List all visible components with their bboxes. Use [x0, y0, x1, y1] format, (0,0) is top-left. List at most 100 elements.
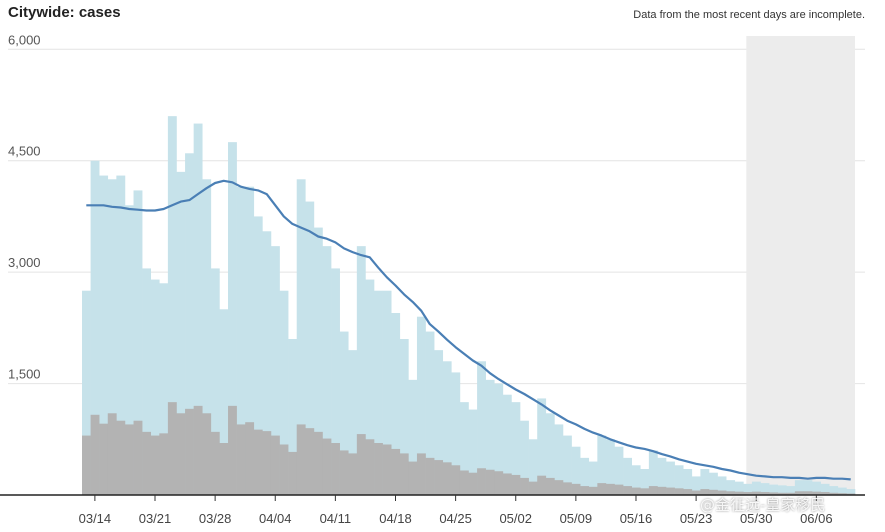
- bar-subset: [374, 443, 383, 495]
- bar-subset: [477, 468, 486, 495]
- bar-total: [537, 398, 547, 495]
- bar-total: [700, 469, 710, 495]
- bar-subset: [107, 413, 117, 495]
- y-tick-label: 1,500: [8, 367, 41, 382]
- bar-subset: [648, 486, 658, 495]
- bar-subset: [416, 453, 426, 495]
- bar-subset: [794, 491, 804, 495]
- bar-subset: [382, 444, 392, 495]
- bar-total: [176, 171, 186, 495]
- x-tick-label: 05/02: [499, 511, 532, 526]
- bar-total: [374, 290, 383, 495]
- bar-total: [674, 465, 684, 495]
- bar-subset: [202, 413, 212, 495]
- bar-subset: [210, 431, 220, 495]
- bar-total: [485, 379, 495, 495]
- bar-subset: [571, 483, 581, 495]
- bar-subset: [812, 491, 821, 495]
- bar-subset: [459, 470, 469, 495]
- x-tick-label: 04/04: [259, 511, 292, 526]
- bar-total: [760, 483, 770, 495]
- bar-subset: [219, 443, 229, 495]
- bar-total: [562, 435, 572, 495]
- bar-total: [786, 486, 796, 495]
- bar-total: [356, 246, 366, 495]
- y-axis-labels: 1,500 3,000 4,500 6,000: [8, 32, 41, 381]
- x-tick-label: 04/18: [379, 511, 412, 526]
- bar-total: [691, 476, 701, 495]
- bar-total: [648, 450, 658, 495]
- bar-subset: [339, 450, 349, 495]
- bar-total: [777, 485, 787, 495]
- watermark: @金征远-皇家移民: [700, 496, 826, 514]
- bar-total: [262, 231, 272, 496]
- bar-subset: [279, 444, 289, 495]
- bar-total: [554, 424, 564, 495]
- bar-subset: [356, 434, 366, 495]
- bar-total: [185, 153, 194, 496]
- bar-total: [511, 402, 521, 495]
- bar-total: [322, 246, 332, 495]
- bar-total: [605, 439, 615, 495]
- x-tick-label: 05/23: [680, 511, 713, 526]
- x-tick-label: 03/21: [139, 511, 172, 526]
- bar-subset: [631, 487, 641, 495]
- bar-total: [228, 142, 237, 495]
- bar-total: [683, 469, 693, 495]
- bar-subset: [734, 491, 744, 495]
- bar-subset: [562, 482, 572, 495]
- bar-subset: [829, 492, 839, 495]
- bar-subset: [588, 486, 598, 495]
- bar-subset: [760, 492, 770, 495]
- bar-subset: [124, 424, 134, 495]
- x-tick-label: 05/09: [560, 511, 593, 526]
- x-tick-label: 05/16: [620, 511, 653, 526]
- bar-total: [614, 446, 624, 495]
- bar-total: [666, 461, 675, 495]
- bar-subset: [425, 457, 435, 495]
- bar-total: [339, 331, 349, 495]
- bar-subset: [537, 475, 547, 495]
- bar-total: [348, 350, 358, 495]
- bar-subset: [777, 492, 787, 495]
- bar-total: [270, 246, 280, 495]
- bar-subset: [502, 473, 512, 495]
- y-tick-label: 4,500: [8, 144, 41, 159]
- bar-total: [313, 227, 323, 496]
- bar-subset: [116, 420, 126, 495]
- bar-total: [837, 487, 847, 495]
- bar-subset: [468, 472, 478, 495]
- bar-total: [399, 339, 409, 495]
- bar-total: [751, 481, 761, 495]
- bar-subset: [82, 435, 91, 495]
- average-line: [86, 179, 851, 481]
- bar-total: [545, 413, 555, 495]
- bar-subset: [623, 486, 632, 495]
- bar-subset: [262, 431, 272, 495]
- bar-subset: [691, 490, 701, 495]
- bar-total: [124, 205, 134, 496]
- bar-total: [107, 179, 117, 496]
- bar-total: [219, 309, 229, 495]
- bar-subset: [322, 438, 332, 495]
- bar-total: [305, 201, 315, 496]
- bar-total: [288, 339, 298, 495]
- bar-total: [623, 457, 632, 495]
- bar-total: [425, 331, 435, 495]
- bar-subset: [365, 439, 375, 495]
- bar-total: [520, 420, 529, 495]
- bar-total: [253, 216, 263, 495]
- bar-subset: [494, 471, 504, 495]
- bar-subset: [391, 448, 401, 495]
- bar-total: [717, 476, 727, 495]
- bar-subset: [605, 483, 615, 495]
- bar-total: [408, 379, 418, 495]
- bar-total: [236, 186, 246, 495]
- bar-total: [202, 179, 212, 496]
- bar-subset: [614, 484, 624, 495]
- bar-total: [331, 268, 340, 495]
- y-tick-label: 6,000: [8, 32, 41, 47]
- bar-total: [571, 446, 581, 495]
- x-tick-label: 03/28: [199, 511, 232, 526]
- bar-total: [391, 313, 401, 495]
